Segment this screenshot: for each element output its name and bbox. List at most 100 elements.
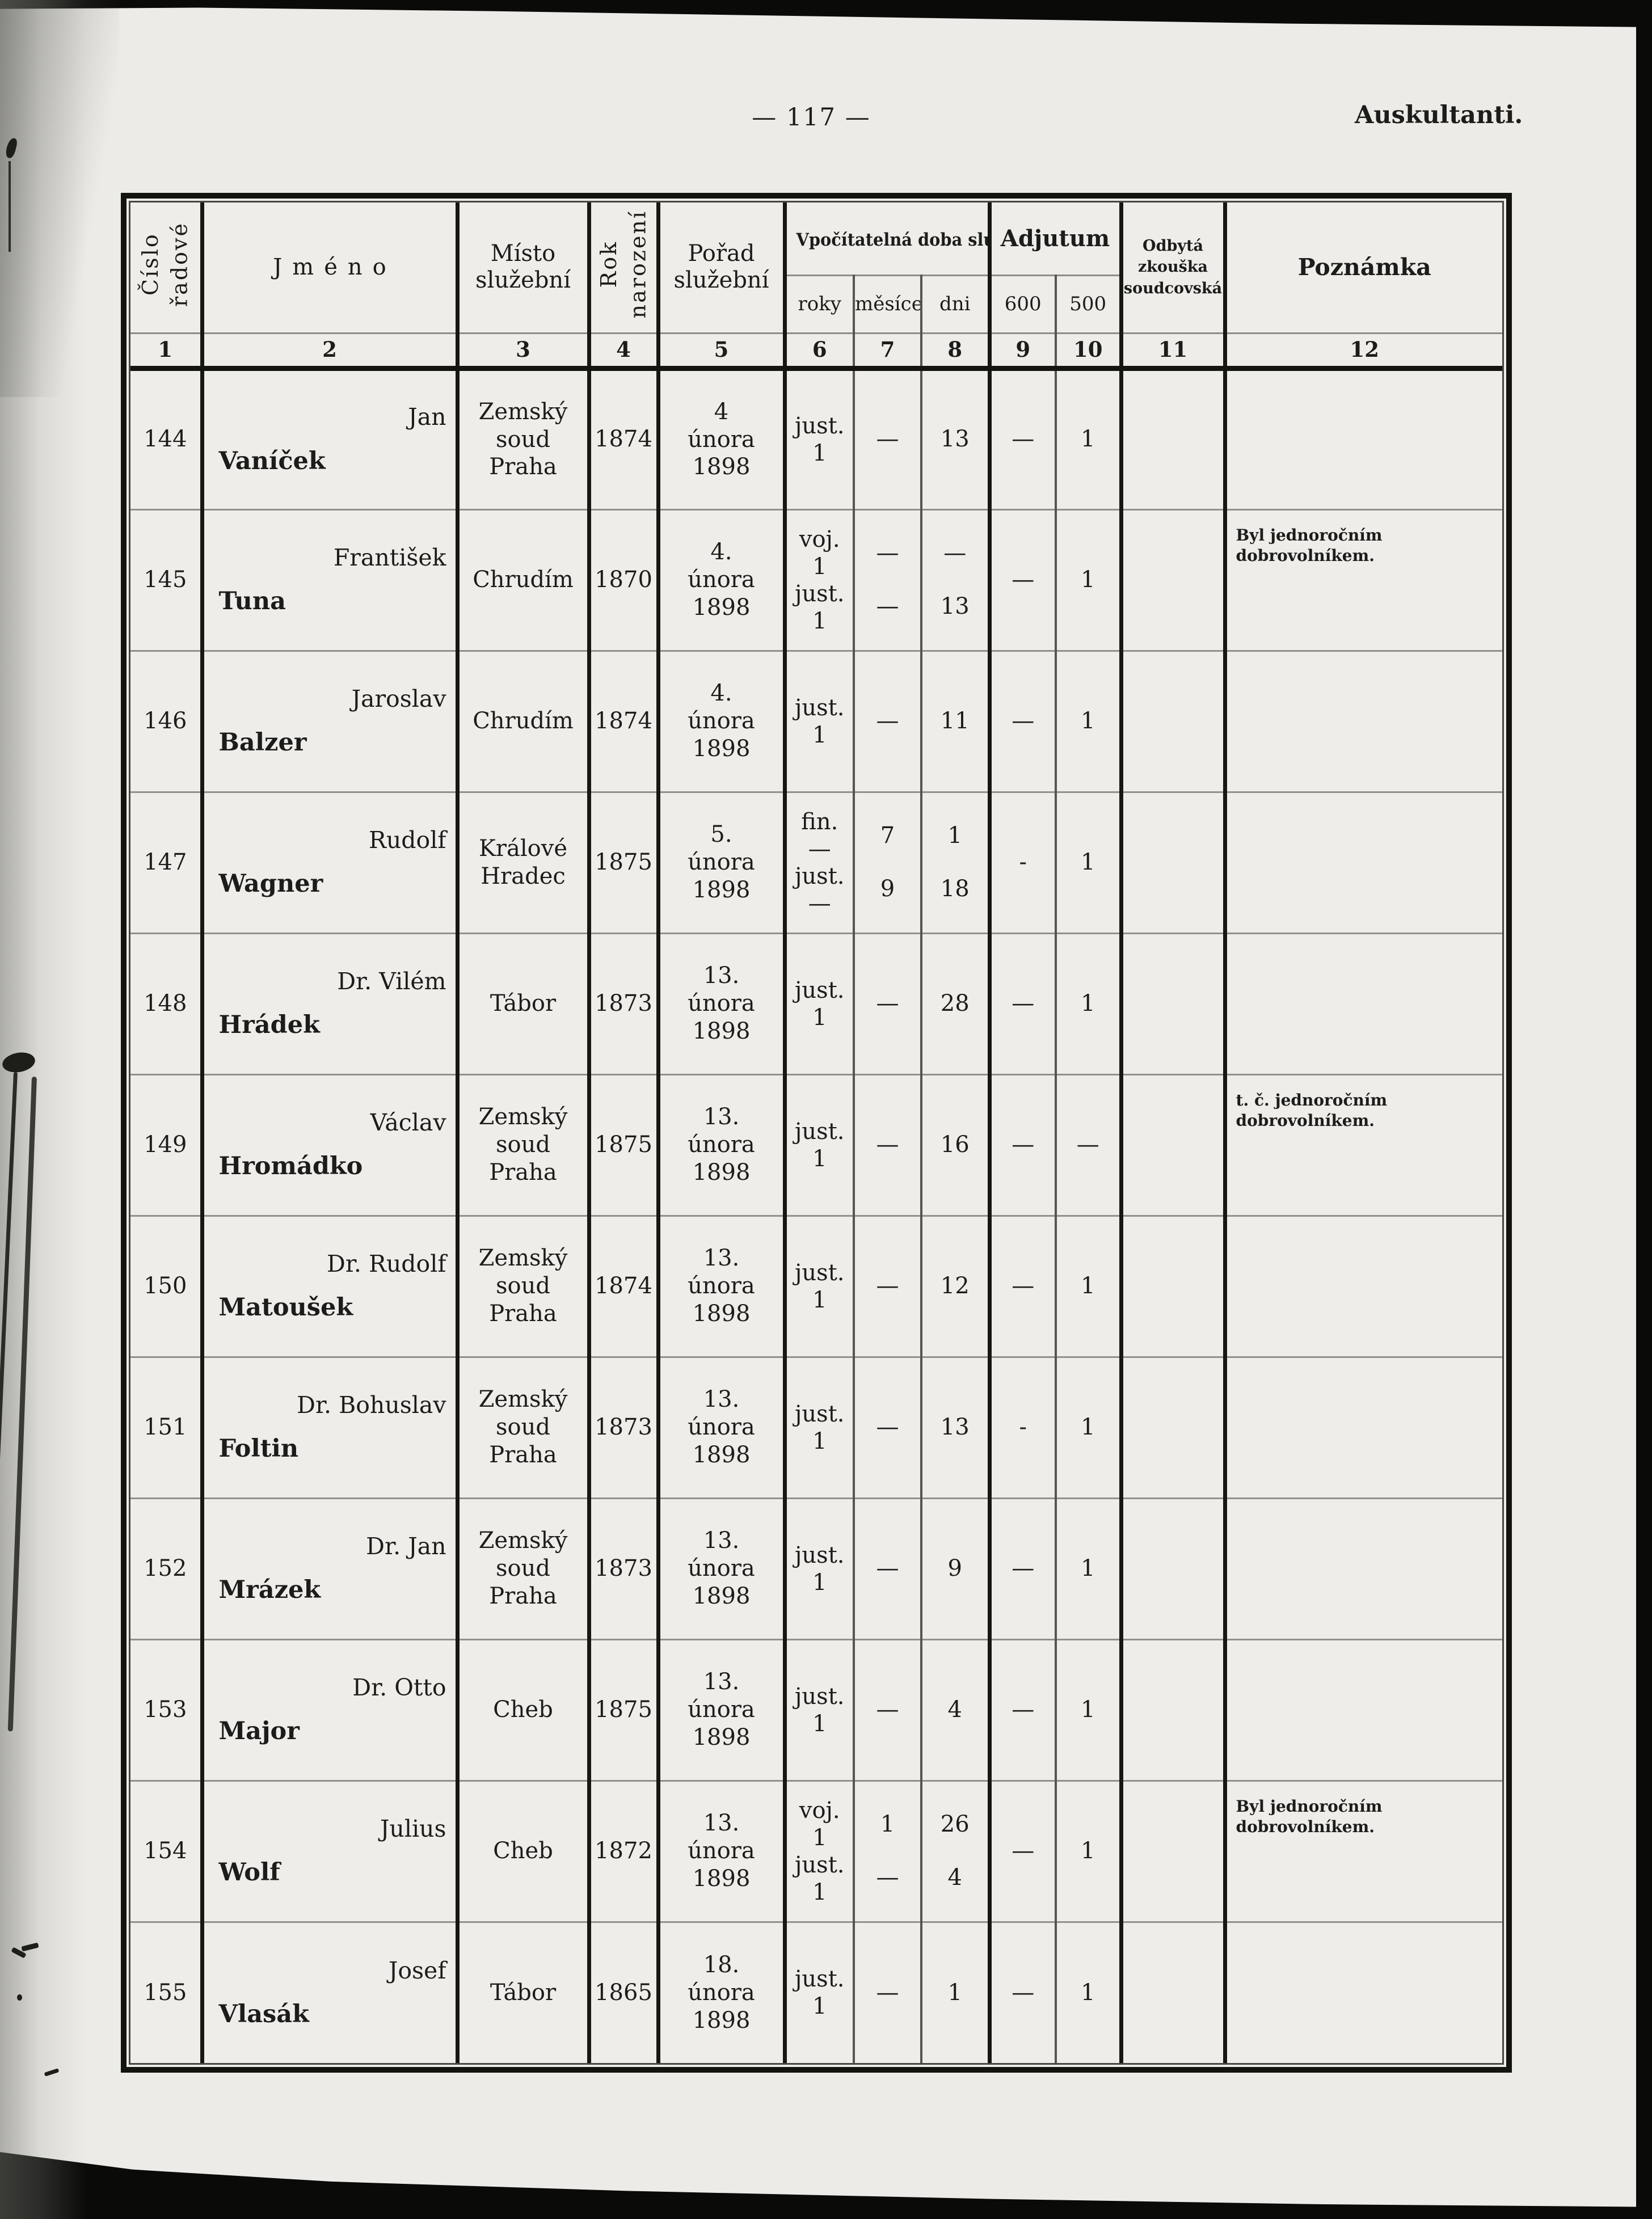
binding-shadow-top xyxy=(0,0,119,397)
cell-row-number: 150 xyxy=(130,1214,202,1357)
cell-days: 1 xyxy=(920,1921,989,2063)
cell-birth-year: 1874 xyxy=(587,649,658,792)
column-number-row: 1 2 3 4 5 6 7 8 9 10 11 12 xyxy=(130,332,1502,368)
cell-years: just. 1 xyxy=(782,932,854,1074)
surname: Foltin xyxy=(218,1435,299,1463)
cell-months: — xyxy=(853,1073,921,1216)
name-wrap: Dr. Vilém Hrádek xyxy=(206,935,456,1074)
cell-judicial-exam xyxy=(1119,791,1225,933)
cell-birth-year: 1865 xyxy=(587,1921,658,2063)
header-jmeno: Jméno xyxy=(200,203,457,333)
cell-service-place: Zemský soud Praha xyxy=(455,1214,589,1357)
cell-service-place: Cheb xyxy=(455,1638,589,1781)
cell-service-order: 13. února 1898 xyxy=(656,1073,785,1216)
scan-right-edge xyxy=(1636,0,1652,2219)
cell-row-number: 151 xyxy=(130,1356,202,1498)
register-table-frame: Číslo řadové Jméno Místo služební Rok na… xyxy=(121,193,1512,2073)
cell-name: Rudolf Wagner xyxy=(200,791,457,933)
cell-row-number: 147 xyxy=(130,791,202,933)
cell-adjutum-500: 1 xyxy=(1054,1497,1122,1639)
cell-name: Dr. Otto Major xyxy=(200,1638,457,1781)
cell-birth-year: 1875 xyxy=(587,1073,658,1216)
header-sub-roky: roky xyxy=(782,274,854,333)
ink-mark xyxy=(9,161,11,252)
header-sub-600: 600 xyxy=(987,274,1056,333)
cell-service-place: Králové Hradec xyxy=(455,791,589,933)
surname: Mrázek xyxy=(218,1576,321,1605)
header-cislo-radove-label: Číslo řadové xyxy=(137,221,192,307)
cell-birth-year: 1874 xyxy=(587,1214,658,1357)
cell-remark: Byl jednoročním dobrovolníkem. xyxy=(1223,1779,1502,1922)
cell-name: Josef Vlasák xyxy=(200,1921,457,2063)
cell-judicial-exam xyxy=(1119,1921,1225,2063)
header-group-service-time: Vpočítatelná doba služební xyxy=(782,203,989,275)
first-name: Dr. Bohuslav xyxy=(297,1391,446,1419)
cell-days: 11 xyxy=(920,649,989,792)
cell-row-number: 144 xyxy=(130,365,202,509)
cell-days: — 13 xyxy=(920,508,989,651)
cell-adjutum-500: 1 xyxy=(1054,1779,1122,1922)
cell-judicial-exam xyxy=(1119,508,1225,651)
cell-months: — xyxy=(853,649,921,792)
first-name: Josef xyxy=(388,1956,446,1984)
cell-birth-year: 1874 xyxy=(587,365,658,509)
surname: Balzer xyxy=(218,728,307,757)
cell-birth-year: 1872 xyxy=(587,1779,658,1922)
cell-months: 7 9 xyxy=(853,791,921,933)
header-porad-sluzebni: Pořad služební xyxy=(656,203,785,333)
first-name: Jaroslav xyxy=(351,685,446,712)
table-row: 154 Julius Wolf Cheb 1872 13. února 1898… xyxy=(130,1779,1502,1922)
cell-service-place: Zemský soud Praha xyxy=(455,1356,589,1498)
surname: Major xyxy=(218,1717,300,1746)
cell-days: 1 18 xyxy=(920,791,989,933)
cell-adjutum-600: — xyxy=(987,932,1056,1074)
cell-judicial-exam xyxy=(1119,365,1225,509)
cell-days: 13 xyxy=(920,1356,989,1498)
cell-adjutum-600: — xyxy=(987,1214,1056,1357)
cell-judicial-exam xyxy=(1119,649,1225,792)
header-sub-500: 500 xyxy=(1054,274,1122,333)
cell-months: — xyxy=(853,1921,921,2063)
cell-service-place: Tábor xyxy=(455,932,589,1074)
name-wrap: Dr. Rudolf Matoušek xyxy=(206,1217,456,1356)
cell-days: 12 xyxy=(920,1214,989,1357)
header-sub-mesice: měsíce xyxy=(853,274,921,333)
header-sub-dni: dni xyxy=(920,274,989,333)
cell-row-number: 149 xyxy=(130,1073,202,1216)
surname: Vaníček xyxy=(218,446,326,475)
first-name: Václav xyxy=(370,1108,446,1136)
first-name: Dr. Jan xyxy=(366,1532,446,1560)
surname: Tuna xyxy=(218,587,286,616)
cell-adjutum-500: 1 xyxy=(1054,932,1122,1074)
cell-years: voj. 1 just. 1 xyxy=(782,508,854,651)
table-row: 148 Dr. Vilém Hrádek Tábor 1873 13. únor… xyxy=(130,932,1502,1074)
first-name: Rudolf xyxy=(369,826,446,854)
surname: Wagner xyxy=(218,870,323,898)
table-body: 144 Jan Vaníček Zemský soud Praha 1874 4… xyxy=(130,365,1502,2063)
column-number: 1 xyxy=(130,332,202,368)
cell-days: 13 xyxy=(920,365,989,509)
cell-months: — — xyxy=(853,508,921,651)
cell-name: Dr. Rudolf Matoušek xyxy=(200,1214,457,1357)
cell-adjutum-600: — xyxy=(987,508,1056,651)
scan-bottom-edge xyxy=(0,2152,1652,2219)
first-name: Dr. Rudolf xyxy=(326,1250,446,1277)
table-row: 150 Dr. Rudolf Matoušek Zemský soud Prah… xyxy=(130,1214,1502,1357)
cell-judicial-exam xyxy=(1119,932,1225,1074)
surname: Wolf xyxy=(218,1858,280,1887)
cell-adjutum-500: 1 xyxy=(1054,1638,1122,1781)
table-row: 152 Dr. Jan Mrázek Zemský soud Praha 187… xyxy=(130,1497,1502,1639)
name-wrap: Jan Vaníček xyxy=(206,373,456,509)
cell-judicial-exam xyxy=(1119,1638,1225,1781)
cell-name: Jaroslav Balzer xyxy=(200,649,457,792)
cell-name: Dr. Jan Mrázek xyxy=(200,1497,457,1639)
first-name: František xyxy=(333,543,446,571)
cell-remark xyxy=(1223,1497,1502,1639)
column-number: 12 xyxy=(1223,332,1502,368)
cell-years: just. 1 xyxy=(782,365,854,509)
cell-remark: Byl jednoročním dobrovolníkem. xyxy=(1223,508,1502,651)
column-number: 9 xyxy=(987,332,1056,368)
column-number: 7 xyxy=(853,332,921,368)
cell-adjutum-500: 1 xyxy=(1054,365,1122,509)
